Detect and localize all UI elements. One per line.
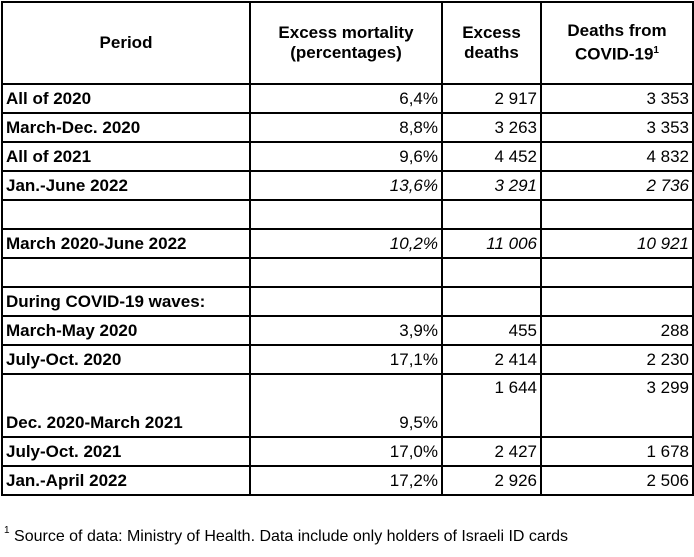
footnote: 1 Source of data: Ministry of Health. Da…	[4, 525, 568, 546]
header-covid-deaths: Deaths from COVID-191	[540, 1, 694, 85]
period-cell: March 2020-June 2022	[1, 228, 251, 259]
excess-cell: 3 263	[441, 112, 542, 143]
covid-cell: 10 921	[540, 228, 694, 259]
covid-cell: 4 832	[540, 141, 694, 172]
pct-cell: 17,2%	[249, 465, 443, 496]
table-row: Jan.-April 2022 17,2% 2 926 2 506	[1, 465, 694, 496]
excess-cell: 3 291	[441, 170, 542, 201]
excess-cell: 1 644	[441, 373, 542, 438]
pct-cell: 8,8%	[249, 112, 443, 143]
excess-cell: 4 452	[441, 141, 542, 172]
covid-cell: 3 299	[540, 373, 694, 438]
period-cell: All of 2020	[1, 83, 251, 114]
pct-cell: 6,4%	[249, 83, 443, 114]
covid-cell: 3 353	[540, 83, 694, 114]
table-row: July-Oct. 2020 17,1% 2 414 2 230	[1, 344, 694, 375]
pct-cell: 10,2%	[249, 228, 443, 259]
table-row: July-Oct. 2021 17,0% 2 427 1 678	[1, 436, 694, 467]
empty-row	[1, 199, 694, 230]
covid-cell: 288	[540, 315, 694, 346]
covid-cell: 2 230	[540, 344, 694, 375]
period-cell: July-Oct. 2021	[1, 436, 251, 467]
excess-cell: 455	[441, 315, 542, 346]
footnote-text: Source of data: Ministry of Health. Data…	[14, 528, 569, 545]
excess-cell: 11 006	[441, 228, 542, 259]
table-row: March-May 2020 3,9% 455 288	[1, 315, 694, 346]
covid-cell: 3 353	[540, 112, 694, 143]
pct-cell: 9,6%	[249, 141, 443, 172]
excess-cell: 2 917	[441, 83, 542, 114]
header-excess-deaths: Excess deaths	[441, 1, 542, 85]
pct-cell: 3,9%	[249, 315, 443, 346]
period-cell: Jan.-April 2022	[1, 465, 251, 496]
period-cell: March-Dec. 2020	[1, 112, 251, 143]
header-period: Period	[1, 1, 251, 85]
header-row: Period Excess mortality (percentages) Ex…	[1, 1, 694, 85]
footnote-mark: 1	[4, 525, 10, 536]
pct-cell: 9,5%	[249, 373, 443, 438]
period-cell: July-Oct. 2020	[1, 344, 251, 375]
section-row: During COVID-19 waves:	[1, 286, 694, 317]
period-cell: All of 2021	[1, 141, 251, 172]
section-heading: During COVID-19 waves:	[1, 286, 251, 317]
covid-cell: 2 736	[540, 170, 694, 201]
covid-cell: 2 506	[540, 465, 694, 496]
covid-cell: 1 678	[540, 436, 694, 467]
excess-cell: 2 926	[441, 465, 542, 496]
pct-cell: 17,1%	[249, 344, 443, 375]
excess-cell: 2 427	[441, 436, 542, 467]
table-row: All of 2020 6,4% 2 917 3 353	[1, 83, 694, 114]
table-row: All of 2021 9,6% 4 452 4 832	[1, 141, 694, 172]
period-cell: Dec. 2020-March 2021	[1, 373, 251, 438]
period-cell: Jan.-June 2022	[1, 170, 251, 201]
period-cell: March-May 2020	[1, 315, 251, 346]
header-excess-mortality: Excess mortality (percentages)	[249, 1, 443, 85]
table-row: Jan.-June 2022 13,6% 3 291 2 736	[1, 170, 694, 201]
footnote-marker: 1	[653, 45, 659, 57]
table-row: Dec. 2020-March 2021 9,5% 1 644 3 299	[1, 373, 694, 438]
pct-cell: 17,0%	[249, 436, 443, 467]
excess-mortality-table: Period Excess mortality (percentages) Ex…	[1, 1, 694, 496]
table-row: March-Dec. 2020 8,8% 3 263 3 353	[1, 112, 694, 143]
excess-cell: 2 414	[441, 344, 542, 375]
table-row: March 2020-June 2022 10,2% 11 006 10 921	[1, 228, 694, 259]
pct-cell: 13,6%	[249, 170, 443, 201]
empty-row	[1, 257, 694, 288]
